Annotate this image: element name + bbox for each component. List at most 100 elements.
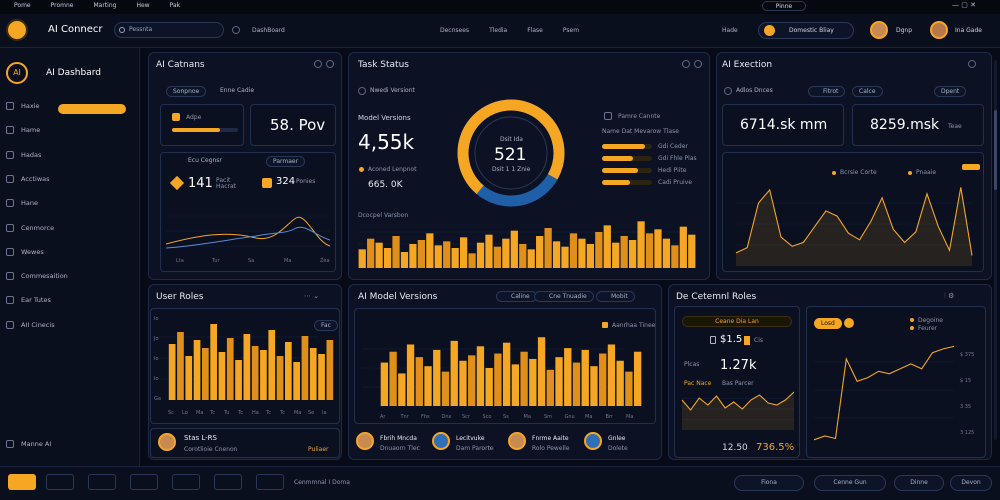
task-bar-23: [552, 241, 561, 268]
footer-avatar-0[interactable]: [356, 432, 374, 450]
user-bar-7: [226, 338, 234, 400]
user-bar-14: [285, 342, 292, 400]
scrollbar-thumb[interactable]: [994, 110, 997, 190]
task-bar-37: [671, 245, 679, 268]
exec-info-icon[interactable]: [968, 60, 976, 68]
window-controls[interactable]: — ▢ ✕: [952, 1, 976, 9]
user-bar-10: [251, 346, 259, 400]
exec-tab-1[interactable]: Adlos Dnces: [736, 87, 773, 94]
sidebar-item-icon: [6, 174, 14, 183]
determinal-val1: $1.5: [720, 334, 743, 345]
model-tab-2[interactable]: Cne Tnuadie: [534, 291, 594, 302]
ai-status-axis-label: Zea: [320, 258, 330, 264]
header-tab-0[interactable]: Decnsees: [440, 27, 470, 34]
user-avatar-2[interactable]: [930, 21, 948, 39]
determinal-left-card: [674, 306, 800, 458]
dashboard-tab[interactable]: DashBoard: [252, 27, 285, 34]
determinal-sub-button[interactable]: Ceane Dia Lan: [682, 316, 792, 327]
legend-fill-1: [602, 156, 633, 161]
top-right-button-1[interactable]: Pinne: [762, 1, 806, 11]
scrollbar[interactable]: [994, 60, 997, 440]
ai-status-tab-2[interactable]: Enne Cadie: [220, 87, 255, 94]
header-tab-1[interactable]: Tledia: [489, 27, 508, 34]
info-icon[interactable]: [314, 60, 322, 68]
user-roles-menu-icon[interactable]: ⋯ ⌄: [304, 292, 320, 300]
model-bar-5: [424, 366, 432, 406]
task-bar-18: [510, 230, 518, 268]
sidebar-item-9[interactable]: AII Cinecis: [6, 317, 134, 333]
legend-label-2: Hedi Piite: [658, 167, 687, 174]
top-nav-link-4[interactable]: Pak: [169, 2, 181, 9]
exec-tab-4[interactable]: Dpent: [934, 86, 967, 97]
user-avatar-1[interactable]: [870, 21, 888, 39]
legend-label-0: Gdi Ceder: [658, 143, 688, 150]
task-big-value: 4,55k: [358, 130, 415, 154]
task-gear-icon[interactable]: [694, 60, 702, 68]
sidebar-item-8[interactable]: Ear Tutes: [6, 292, 134, 308]
sidebar-item-6[interactable]: Wewes: [6, 244, 134, 260]
top-nav-link-3[interactable]: Hew: [136, 2, 150, 9]
legend-checkbox[interactable]: [604, 112, 612, 120]
model-tab-1[interactable]: Caline: [496, 291, 537, 302]
footer-avatar-2[interactable]: [508, 432, 526, 450]
task-bar-6: [409, 244, 417, 268]
top-nav-link-2[interactable]: Marting: [93, 2, 117, 9]
sidebar-item-0[interactable]: Haxie: [6, 98, 134, 114]
footer-icon-button-4[interactable]: [214, 474, 242, 490]
determinal-chart-button[interactable]: Losd: [814, 318, 842, 329]
footer-avatar-3[interactable]: [584, 432, 602, 450]
domain-pill[interactable]: Domestic Bliay: [758, 22, 854, 39]
val1-icon: [710, 336, 716, 344]
user-bar-18: [318, 354, 325, 400]
header-tab-2[interactable]: Flase: [527, 27, 543, 34]
top-nav-link-0[interactable]: Pome: [14, 2, 31, 9]
footer-icon-button-2[interactable]: [130, 474, 158, 490]
model-bar-28: [625, 371, 633, 406]
footer-sub-3: Dolete: [608, 445, 628, 452]
sidebar-item-icon: [6, 199, 14, 208]
footer-button-4[interactable]: Devon: [950, 475, 992, 491]
task-status-tab[interactable]: Nwedi Versiont: [370, 87, 415, 94]
exec-tab-2[interactable]: Fitrot: [808, 86, 846, 97]
sidebar-item-3[interactable]: Acctiwas: [6, 171, 134, 187]
task-info-icon[interactable]: [682, 60, 690, 68]
footer-avatar-1[interactable]: [432, 432, 450, 450]
refresh-icon[interactable]: [232, 26, 240, 34]
sidebar-item-1[interactable]: Hame: [6, 122, 134, 138]
search-input[interactable]: Pessnta: [114, 22, 224, 38]
top-nav-link-1[interactable]: Promne: [50, 2, 74, 9]
model-bar-9: [459, 360, 467, 406]
user-avatar[interactable]: [158, 433, 176, 451]
stat2-label: Ponies: [296, 178, 316, 185]
ai-status-tab-1[interactable]: Sonpnoe: [166, 86, 207, 97]
sidebar-item-2[interactable]: Hadas: [6, 147, 134, 163]
header-tab-3[interactable]: Psem: [562, 27, 580, 34]
determinal-menu-icon[interactable]: ⫶ ⚙: [944, 292, 955, 300]
legend-title-2: Name Dat Mevarow Tlase: [602, 128, 679, 135]
sidebar-bottom-label: Manne AI: [21, 440, 52, 448]
footer-button-3[interactable]: Dinne: [894, 475, 944, 491]
footer-icon-button-3[interactable]: [172, 474, 200, 490]
sub-tab-1[interactable]: Ecu Cegnsr: [188, 157, 222, 164]
footer-button-1[interactable]: Fiona: [734, 475, 804, 491]
footer-home-button[interactable]: [8, 474, 36, 490]
exec-value-card-2: [852, 104, 984, 146]
model-tab-3[interactable]: Mobit: [596, 291, 635, 302]
determinal-label2: Pac Nace: [684, 380, 712, 387]
footer-icon-button-0[interactable]: [46, 474, 74, 490]
sub-tab-2[interactable]: Parmaer: [266, 156, 306, 167]
sidebar-item-4[interactable]: Hane: [6, 195, 134, 211]
user-roles-tag[interactable]: Fac: [314, 320, 338, 331]
sidebar-bottom-item[interactable]: Manne AI: [6, 440, 51, 448]
user-bar-2: [185, 356, 193, 400]
footer-icon-button-1[interactable]: [88, 474, 116, 490]
exec-legend-dot-1: [832, 171, 836, 175]
sidebar-item-5[interactable]: Cenmorce: [6, 220, 134, 236]
sidebar-item-7[interactable]: Commesaition: [6, 268, 134, 284]
footer-icon-button-5[interactable]: [256, 474, 284, 490]
exec-legend-dot-2: [908, 171, 912, 175]
gear-icon[interactable]: [326, 60, 334, 68]
footer-button-2[interactable]: Cenne Gun: [814, 475, 886, 491]
exec-tab-3[interactable]: Calce: [852, 86, 883, 97]
stat1-label: Pacit Hacrat: [216, 177, 236, 190]
